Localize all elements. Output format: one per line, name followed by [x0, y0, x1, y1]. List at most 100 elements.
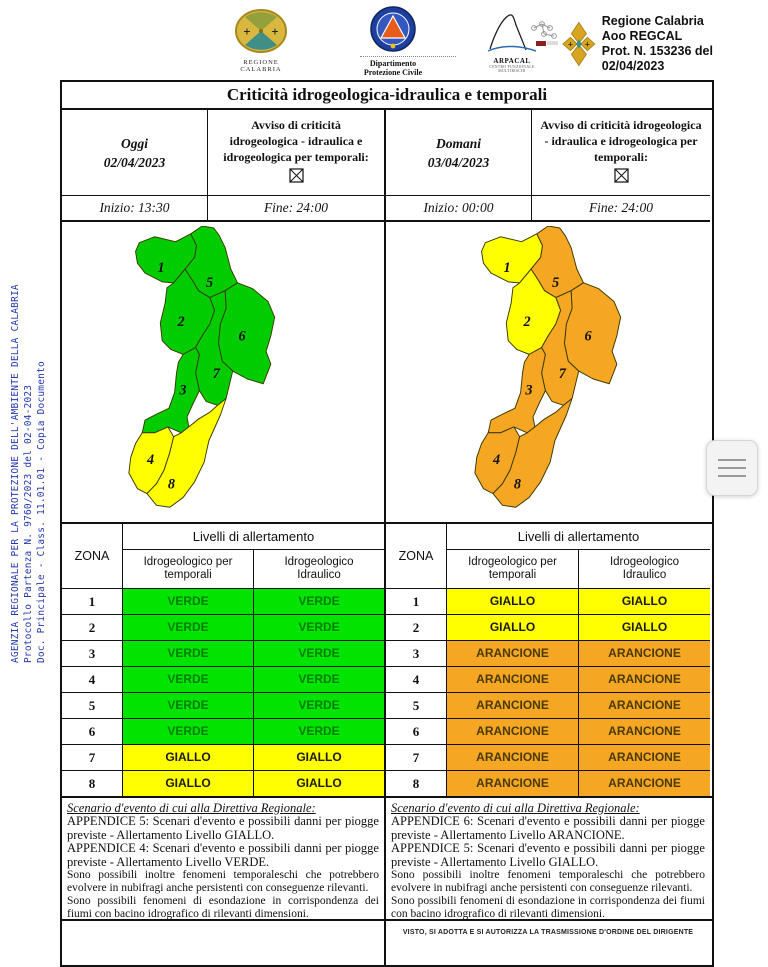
level-temporali: VERDE [123, 693, 253, 718]
zone-label-3: 3 [178, 382, 186, 398]
arpacal-peak-icon [487, 14, 537, 52]
tomorrow-map-cell: 1 2 3 4 5 6 7 8 [386, 222, 710, 522]
level-idraulico: VERDE [253, 667, 384, 692]
agency-name: AGENZIA REGIONALE PER LA PROTEZIONE DELL… [10, 284, 21, 663]
arpacal-logo: ARPACAL CENTRO FUNZIONALE MULTIRISCHI [486, 12, 538, 73]
col-header-temporali: Idrogeologico per temporali [468, 556, 557, 581]
footer-left-cell [62, 921, 386, 965]
levels-header-title: Livelli di allertamento [447, 524, 710, 550]
scenario-note: Sono possibili fenomeni di esondazione i… [391, 895, 705, 919]
stamp-line-2: Aoo REGCAL [601, 29, 683, 43]
zone-label-5: 5 [552, 275, 559, 291]
level-idraulico: VERDE [253, 615, 384, 640]
level-temporali: ARANCIONE [447, 641, 578, 666]
scenario-appendix: APPENDICE 5: Scenari d'evento e possibil… [391, 841, 705, 869]
scenario-appendix: APPENDICE 6: Scenari d'evento e possibil… [391, 814, 705, 842]
zone-label-2: 2 [522, 314, 530, 330]
hamburger-icon [718, 467, 746, 469]
visto-partial-text: VISTO, SI ADOTTA E SI AUTORIZZA LA TRASM… [402, 929, 694, 936]
level-idraulico: ARANCIONE [578, 719, 710, 744]
level-idraulico: VERDE [253, 719, 384, 744]
zona-value: 3 [386, 641, 447, 666]
level-idraulico: VERDE [253, 693, 384, 718]
protezione-civile-logo: Dipartimento Protezione Civile [360, 4, 456, 77]
molecule-icon [531, 21, 558, 46]
zona-value: 2 [62, 615, 123, 640]
today-avviso-cell: Avviso di criticità idrogeologica - idra… [208, 110, 384, 195]
zona-value: 4 [386, 667, 447, 692]
today-avviso-checkbox[interactable] [288, 168, 304, 183]
calabria-map-today: 1 2 3 4 5 6 7 8 [128, 226, 276, 508]
footer-row-partial: VISTO, SI ADOTTA E SI AUTORIZZA LA TRASM… [62, 919, 712, 965]
level-temporali: ARANCIONE [447, 771, 578, 796]
levels-row: 7 GIALLO GIALLO [62, 744, 384, 770]
zona-value: 4 [62, 667, 123, 692]
levels-row: 1 VERDE VERDE [62, 588, 384, 614]
level-temporali: ARANCIONE [447, 719, 578, 744]
scenario-appendix: APPENDICE 5: Scenari d'evento e possibil… [67, 814, 379, 842]
zona-value: 6 [386, 719, 447, 744]
svg-text:+: + [271, 24, 278, 39]
regione-calabria-caption: REGIONE CALABRIA [240, 59, 282, 73]
scenario-note: Sono possibili inoltre fenomeni temporal… [391, 869, 705, 894]
levels-row: 5 VERDE VERDE [62, 692, 384, 718]
today-date-cell: Oggi 02/04/2023 [62, 110, 208, 195]
hamburger-icon [718, 459, 746, 461]
regione-calabria-emblem-icon: + + [235, 9, 287, 53]
zona-value: 3 [62, 641, 123, 666]
level-temporali: GIALLO [447, 589, 578, 614]
level-temporali: VERDE [123, 641, 253, 666]
document-class: Doc. Principale - Class. 11.01.01 - Copi… [36, 361, 47, 663]
levels-row: 3 VERDE VERDE [62, 640, 384, 666]
levels-row: 7 ARANCIONE ARANCIONE [386, 744, 710, 770]
levels-row: 3 ARANCIONE ARANCIONE [386, 640, 710, 666]
stamp-line-3: Prot. N. 153236 del 02/04/2023 [601, 44, 713, 73]
svg-text:+: + [568, 41, 573, 51]
regione-calabria-logo: + + REGIONE CALABRIA [228, 8, 294, 73]
levels-row: 5 ARANCIONE ARANCIONE [386, 692, 710, 718]
arpacal-caption: ARPACAL [493, 57, 531, 65]
level-temporali: VERDE [123, 719, 253, 744]
protocol-stamp: + + Regione Calabria Aoo REGCAL Prot. N.… [562, 14, 768, 74]
zona-value: 5 [386, 693, 447, 718]
level-idraulico: GIALLO [578, 615, 710, 640]
levels-table-tomorrow: ZONA Livelli di allertamento Idrogeologi… [386, 524, 710, 796]
today-avviso-label: Avviso di criticità idrogeologica - idra… [223, 118, 369, 164]
levels-header-title: Livelli di allertamento [123, 524, 384, 550]
dipartimento-caption: Dipartimento Protezione Civile [360, 59, 426, 77]
today-label: Oggi [120, 135, 148, 151]
col-header-idraulico: Idrogeologico Idraulico [253, 550, 384, 588]
hamburger-icon [718, 475, 746, 477]
scenario-note: Sono possibili inoltre fenomeni temporal… [67, 869, 379, 894]
scenario-heading: Scenario d'evento di cui alla Direttiva … [67, 801, 316, 815]
level-temporali: ARANCIONE [447, 693, 578, 718]
level-temporali: GIALLO [123, 771, 253, 796]
tomorrow-avviso-checkbox[interactable] [613, 168, 629, 183]
zona-value: 2 [386, 615, 447, 640]
level-idraulico: GIALLO [578, 589, 710, 614]
zone-label-4: 4 [492, 452, 500, 468]
level-idraulico: ARANCIONE [578, 641, 710, 666]
levels-row: 1 GIALLO GIALLO [386, 588, 710, 614]
zone-label-5: 5 [206, 275, 213, 291]
zona-header: ZONA [62, 524, 123, 588]
zone-label-1: 1 [157, 260, 164, 276]
level-temporali: GIALLO [447, 615, 578, 640]
tomorrow-fine: Fine: 24:00 [588, 200, 654, 215]
tomorrow-avviso-label: Avviso di criticità idrogeologica - idra… [540, 118, 702, 164]
zona-value: 6 [62, 719, 123, 744]
levels-row: 4 ARANCIONE ARANCIONE [386, 666, 710, 692]
level-idraulico: GIALLO [253, 745, 384, 770]
floating-menu-button[interactable] [706, 440, 758, 496]
levels-row: 2 VERDE VERDE [62, 614, 384, 640]
zona-value: 7 [386, 745, 447, 770]
tomorrow-date: 03/04/2023 [427, 154, 490, 170]
divider [360, 56, 456, 57]
levels-row: 2 GIALLO GIALLO [386, 614, 710, 640]
today-inizio: Inizio: 13:30 [62, 196, 208, 220]
stamp-emblem-icon: + + [562, 21, 596, 67]
vertical-protocol-stamp: AGENZIA REGIONALE PER LA PROTEZIONE DELL… [9, 284, 48, 663]
zone-label-6: 6 [238, 328, 246, 344]
levels-row: 8 ARANCIONE ARANCIONE [386, 770, 710, 796]
zone-label-4: 4 [146, 452, 154, 468]
